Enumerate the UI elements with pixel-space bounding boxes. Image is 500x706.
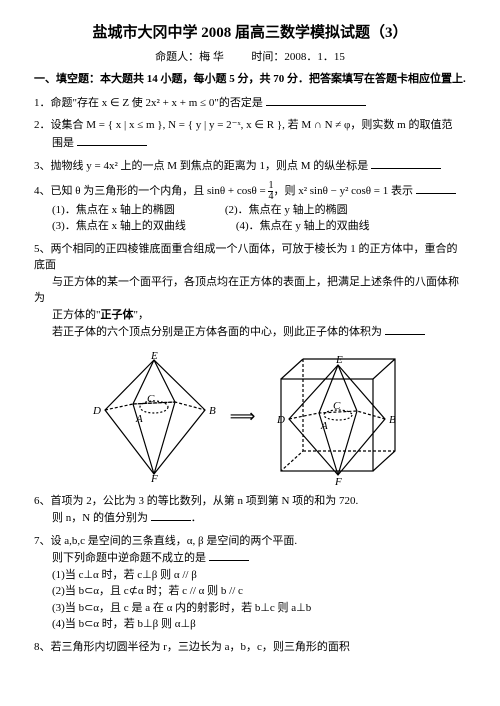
- q1-blank[interactable]: [266, 94, 366, 106]
- cube-label-D: D: [276, 414, 285, 426]
- q2-text-a: 2．设集合 M = { x | x ≤ m }, N = { y | y = 2…: [34, 119, 452, 131]
- q7-opt3: (3)当 b⊂α，且 c 是 a 在 α 内的射影时，若 b⊥c 则 a⊥b: [52, 600, 466, 617]
- q6-text-a: 6、首项为 2，公比为 3 的等比数列，从第 n 项到第 N 项的和为 720.: [34, 495, 358, 507]
- q1-text: 1．命题"存在 x ∈ Z 使 2x² + x + m ≤ 0"的否定是: [34, 97, 263, 109]
- label-D: D: [92, 405, 101, 417]
- exam-title: 盐城市大冈中学 2008 届高三数学模拟试题（3）: [34, 22, 466, 45]
- q7-opt4: (4)当 b⊂α 时，若 b⊥β 则 α⊥β: [52, 616, 466, 633]
- q4-opt1: (1)．焦点在 x 轴上的椭圆: [52, 202, 175, 219]
- question-5: 5、两个相同的正四棱锥底面重合组成一个八面体，可放于棱长为 1 的正方体中，重合…: [34, 241, 466, 341]
- question-6: 6、首项为 2，公比为 3 的等比数列，从第 n 项到第 N 项的和为 720.…: [34, 493, 466, 527]
- q7-text-a: 7、设 a,b,c 是空间的三条直线，α, β 是空间的两个平面.: [34, 535, 297, 547]
- q8-text: 8、若三角形内切圆半径为 r，三边长为 a，b，c，则三角形的面积: [34, 641, 350, 653]
- cube-label-F: F: [334, 476, 342, 487]
- meta-row: 命题人：梅 华 时间：2008．1．15: [34, 49, 466, 66]
- q5-text-c-end: "，: [134, 309, 150, 321]
- q5-text-a: 5、两个相同的正四棱锥底面重合组成一个八面体，可放于棱长为 1 的正方体中，重合…: [34, 243, 458, 272]
- cube-label-E: E: [335, 354, 343, 366]
- q3-text: 3、抛物线 y = 4x² 上的一点 M 到焦点的距离为 1，则点 M 的纵坐标…: [34, 160, 368, 172]
- q5-text-d: 若正子体的六个顶点分别是正方体各面的中心，则此正子体的体积为: [34, 326, 382, 338]
- q2-blank[interactable]: [77, 134, 147, 146]
- question-2: 2．设集合 M = { x | x ≤ m }, N = { y | y = 2…: [34, 117, 466, 151]
- q4-blank[interactable]: [416, 182, 456, 194]
- label-C: C: [147, 393, 155, 405]
- q4-opt4: (4)．焦点在 y 轴上的双曲线: [236, 218, 370, 235]
- q7-opt2: (2)当 b⊂α，且 c⊄α 时；若 c // α 则 b // c: [52, 583, 466, 600]
- figure-row: E D C B A F ⟹ E: [34, 347, 466, 487]
- question-4: 4、已知 θ 为三角形的一个内角，且 sinθ + cosθ = 14，则 x²…: [34, 181, 466, 235]
- exam-page: 盐城市大冈中学 2008 届高三数学模拟试题（3） 命题人：梅 华 时间：200…: [0, 0, 500, 681]
- q4-text-a: 4、已知 θ 为三角形的一个内角，且 sinθ + cosθ =: [34, 185, 268, 197]
- arrow-icon: ⟹: [230, 403, 256, 430]
- q5-bold: 正子体: [101, 309, 134, 321]
- q5-blank[interactable]: [385, 323, 425, 335]
- author: 命题人：梅 华: [155, 51, 224, 63]
- q7-text-b: 则下列命题中逆命题不成立的是: [34, 552, 206, 564]
- q6-text-b: 则 n，N 的值分别为: [34, 512, 148, 524]
- q3-blank[interactable]: [371, 157, 441, 169]
- label-A: A: [135, 413, 143, 425]
- q4-opt3: (3)．焦点在 x 轴上的双曲线: [52, 218, 186, 235]
- q4-text-b: ，则 x² sinθ − y² cosθ = 1 表示: [273, 185, 413, 197]
- cube-label-A: A: [320, 420, 328, 432]
- q7-options: (1)当 c⊥α 时，若 c⊥β 则 α // β (2)当 b⊂α，且 c⊄α…: [34, 567, 466, 633]
- section-1-head: 一、填空题：本大题共 14 小题，每小题 5 分，共 70 分．把答案填写在答题…: [34, 71, 466, 88]
- q7-blank[interactable]: [209, 549, 249, 561]
- q5-text-b: 与正方体的某一个面平行，各顶点均在正方体的表面上，把满足上述条件的八面体称为: [34, 276, 459, 305]
- q4-opt2: (2)．焦点在 y 轴上的椭圆: [225, 202, 348, 219]
- question-3: 3、抛物线 y = 4x² 上的一点 M 到焦点的距离为 1，则点 M 的纵坐标…: [34, 157, 466, 175]
- question-7: 7、设 a,b,c 是空间的三条直线，α, β 是空间的两个平面. 则下列命题中…: [34, 533, 466, 633]
- label-B: B: [209, 405, 216, 417]
- cube-label-B: B: [389, 414, 396, 426]
- label-E: E: [150, 352, 158, 362]
- question-1: 1．命题"存在 x ∈ Z 使 2x² + x + m ≤ 0"的否定是: [34, 94, 466, 112]
- q2-text-b: 围是: [34, 137, 74, 149]
- octahedron-figure: E D C B A F: [87, 352, 222, 482]
- label-F: F: [150, 473, 158, 482]
- cube-label-C: C: [333, 400, 341, 412]
- q4-options: (1)．焦点在 x 轴上的椭圆 (2)．焦点在 y 轴上的椭圆 (3)．焦点在 …: [34, 202, 466, 235]
- q6-blank[interactable]: [151, 509, 191, 521]
- q7-opt1: (1)当 c⊥α 时，若 c⊥β 则 α // β: [52, 567, 466, 584]
- q5-text-c: 正方体的": [52, 309, 101, 321]
- question-8: 8、若三角形内切圆半径为 r，三边长为 a，b，c，则三角形的面积: [34, 639, 466, 656]
- date: 时间：2008．1．15: [251, 51, 345, 63]
- cube-octahedron-figure: E D C B A F: [263, 347, 413, 487]
